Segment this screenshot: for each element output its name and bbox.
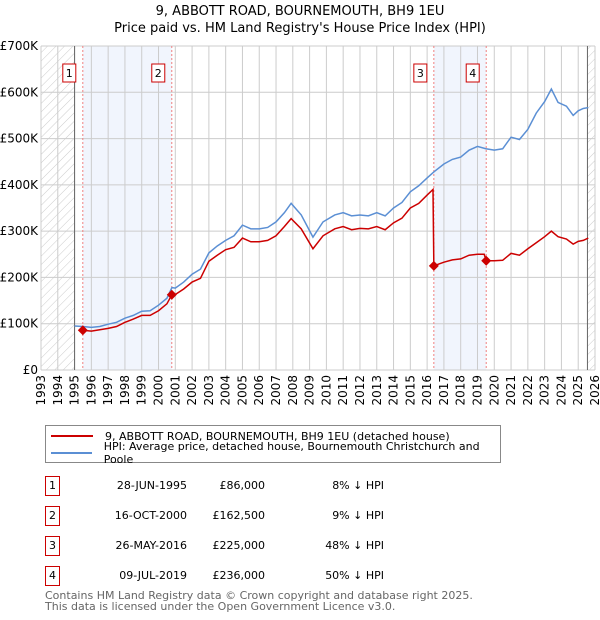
sale-point: [481, 255, 492, 266]
x-tick-label: 1993: [34, 375, 48, 406]
x-tick-label: 2012: [353, 375, 367, 406]
sale-label-box: [62, 63, 77, 83]
footer-line1: Contains HM Land Registry data © Crown c…: [45, 589, 473, 602]
x-tick-label: 2021: [504, 375, 518, 406]
shaded-range: [433, 46, 487, 370]
x-tick-label: 2003: [202, 375, 216, 406]
sale-label-box: [465, 63, 480, 83]
x-tick-label: 2007: [269, 375, 283, 406]
sale-label: 2: [155, 67, 162, 80]
sale-number: 4: [45, 566, 60, 586]
x-tick-label: 2008: [286, 375, 300, 406]
sale-price: £236,000: [212, 569, 266, 582]
chart-title: 9, ABBOTT ROAD, BOURNEMOUTH, BH9 1EU: [155, 4, 445, 19]
x-tick-label: 1996: [84, 375, 98, 406]
y-tick-label: £500K: [0, 132, 39, 146]
x-tick-label: 1998: [118, 375, 132, 406]
x-tick-label: 2005: [235, 375, 249, 406]
sale-date: 16-OCT-2000: [114, 509, 187, 522]
x-tick-label: 2013: [370, 375, 384, 406]
x-tick-label: 2014: [387, 375, 401, 406]
x-tick-label: 2011: [336, 375, 350, 406]
sale-number: 2: [45, 506, 60, 526]
legend-blue-line: [51, 452, 92, 454]
sale-label: 4: [469, 67, 476, 80]
sale-label-box: [413, 63, 428, 83]
y-tick-label: £400K: [0, 178, 39, 192]
y-tick-label: £200K: [0, 270, 39, 284]
legend-red-line: [51, 435, 93, 437]
y-tick-label: £300K: [0, 224, 39, 238]
sale-point: [166, 289, 177, 300]
x-tick-label: 2018: [454, 375, 468, 406]
sale-number: 1: [45, 476, 60, 496]
shaded-range: [82, 46, 172, 370]
y-tick-label: £0: [23, 363, 38, 377]
x-tick-label: 2002: [185, 375, 199, 406]
x-tick-label: 2010: [319, 375, 333, 406]
sale-price: £162,500: [212, 509, 266, 522]
x-tick-label: 1994: [51, 375, 65, 406]
x-tick-label: 2001: [168, 375, 182, 406]
x-tick-label: 2024: [554, 375, 568, 406]
price-chart: 1993 1994 1995 1996 1997 1998 1999 2000 2001 2002…: [0, 39, 600, 406]
x-tick-label: 1999: [135, 375, 149, 406]
x-tick-label: 2026: [588, 375, 600, 406]
x-tick-label: 2022: [521, 375, 535, 406]
sale-hpi-diff: 50% ↓ HPI: [325, 569, 384, 582]
hpi-line: [74, 87, 589, 329]
sale-point: [428, 260, 439, 271]
x-tick-label: 2020: [487, 375, 501, 406]
legend-label-property: 9, ABBOTT ROAD, BOURNEMOUTH, BH9 1EU (de…: [105, 429, 450, 443]
sale-label: 1: [66, 67, 73, 80]
x-tick-label: 2025: [571, 375, 585, 406]
x-tick-label: 2004: [219, 375, 233, 406]
x-tick-label: 2015: [403, 375, 417, 406]
y-tick-label: £100K: [0, 317, 39, 331]
x-tick-label: 2006: [252, 375, 266, 406]
x-tick-label: 2019: [470, 375, 484, 406]
sale-hpi-diff: 9% ↓ HPI: [332, 509, 384, 522]
x-tick-label: 1997: [101, 375, 115, 406]
x-tick-label: 2017: [437, 375, 451, 406]
sale-label-box: [151, 63, 166, 83]
sale-label: 3: [417, 67, 424, 80]
y-tick-label: £700K: [0, 39, 39, 53]
sale-hpi-diff: 8% ↓ HPI: [332, 479, 384, 492]
footer-line2: This data is licensed under the Open Gov…: [45, 600, 396, 613]
sale-number: 3: [45, 536, 60, 556]
x-tick-label: 2009: [303, 375, 317, 406]
x-tick-label: 2023: [538, 375, 552, 406]
sale-point: [77, 325, 88, 336]
sale-price: £86,000: [219, 479, 266, 492]
chart-subtitle: Price paid vs. HM Land Registry's House …: [114, 21, 486, 36]
x-tick-label: 2000: [152, 375, 166, 406]
legend-label-hpi: HPI: Average price, detached house, Bour…: [103, 440, 480, 466]
sale-hpi-diff: 48% ↓ HPI: [325, 539, 384, 552]
sale-price: £225,000: [212, 539, 266, 552]
x-tick-label: 2016: [420, 375, 434, 406]
hatched-range: [587, 46, 595, 370]
sale-date: 28-JUN-1995: [116, 479, 187, 492]
sale-date: 09-JUL-2019: [119, 569, 187, 582]
x-tick-label: 1995: [68, 375, 82, 406]
legend: 9, ABBOTT ROAD, BOURNEMOUTH, BH9 1EU (de…: [45, 425, 501, 466]
y-tick-label: £600K: [0, 85, 39, 99]
sale-date: 26-MAY-2016: [115, 539, 187, 552]
